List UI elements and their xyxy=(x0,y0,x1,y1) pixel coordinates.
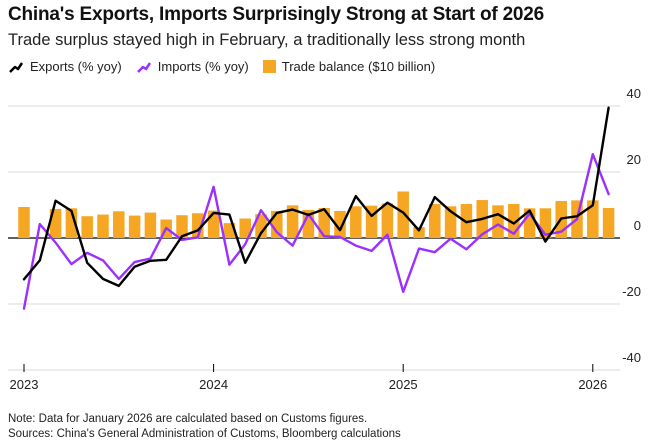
bar xyxy=(397,191,409,238)
bar xyxy=(97,214,109,238)
bar xyxy=(523,208,536,238)
x-tick-label: 2025 xyxy=(389,377,418,392)
bar xyxy=(144,212,157,238)
legend-item-exports: Exports (% yoy) xyxy=(8,59,122,74)
bar xyxy=(286,205,299,238)
exports-line xyxy=(22,106,610,288)
line-swatch-icon xyxy=(8,60,24,74)
legend-label-trade-balance: Trade balance ($10 billion) xyxy=(281,59,436,74)
chart-subtitle: Trade surplus stayed high in February, a… xyxy=(8,31,526,49)
y-axis: 40 20 0 -20 -40 xyxy=(622,86,641,365)
y-tick-label: -40 xyxy=(622,350,641,365)
bar xyxy=(508,204,520,238)
x-tick-label: 2023 xyxy=(10,377,39,392)
source-note: Sources: China's General Administration … xyxy=(8,428,401,440)
bar xyxy=(302,209,315,238)
bar xyxy=(587,200,599,238)
legend-item-imports: Imports (% yoy) xyxy=(136,59,249,74)
square-swatch-icon xyxy=(262,60,276,73)
bar xyxy=(223,223,236,238)
bar xyxy=(128,215,141,238)
imports-line xyxy=(22,152,610,310)
chart-title: China's Exports, Imports Surprisingly St… xyxy=(8,4,545,25)
line-swatch-icon xyxy=(136,60,152,74)
bar xyxy=(539,208,552,238)
bar xyxy=(444,206,457,238)
footnote: Note: Data for January 2026 are calculat… xyxy=(8,413,368,425)
legend-label-exports: Exports (% yoy) xyxy=(30,59,122,74)
x-tick-label: 2026 xyxy=(578,377,607,392)
bar xyxy=(239,218,251,238)
bar xyxy=(429,204,441,238)
x-axis: 2023 2024 2025 2026 xyxy=(10,364,607,392)
bar xyxy=(334,210,346,238)
bar xyxy=(381,203,394,238)
bar xyxy=(350,206,362,238)
bar xyxy=(81,216,93,238)
bar xyxy=(192,213,204,238)
line-series xyxy=(22,106,610,310)
legend-label-imports: Imports (% yoy) xyxy=(157,59,249,74)
bar xyxy=(113,211,125,238)
legend: Exports (% yoy) Imports (% yoy) Trade ba… xyxy=(8,59,449,74)
y-tick-label: 20 xyxy=(627,152,641,167)
y-tick-label: 40 xyxy=(627,86,641,101)
bar xyxy=(318,207,330,238)
bar xyxy=(413,227,425,238)
x-tick-label: 2024 xyxy=(199,377,228,392)
bar xyxy=(176,215,188,238)
legend-item-trade-balance: Trade balance ($10 billion) xyxy=(262,59,436,74)
bar xyxy=(65,208,78,238)
bar xyxy=(18,206,30,238)
bar xyxy=(492,205,504,238)
y-tick-label: -20 xyxy=(622,284,641,299)
y-tick-label: 0 xyxy=(634,218,641,233)
bar xyxy=(271,210,283,238)
bar xyxy=(49,208,62,238)
bar xyxy=(207,210,220,238)
bar xyxy=(365,205,378,238)
bar xyxy=(602,207,615,238)
bar xyxy=(255,214,267,238)
